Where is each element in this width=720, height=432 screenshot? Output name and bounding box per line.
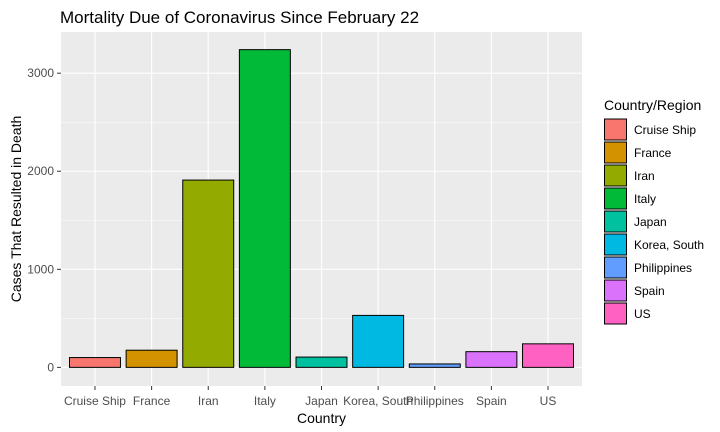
bar-philippines (408, 363, 461, 368)
bar-us (522, 343, 575, 368)
legend-swatch (604, 118, 627, 141)
x-tick-label: Korea, South (343, 394, 413, 408)
x-tick-label: Spain (476, 394, 507, 408)
legend-swatch (604, 187, 627, 210)
legend-swatch (604, 279, 627, 302)
legend-swatch (604, 256, 627, 279)
legend-swatch (604, 302, 627, 325)
bar-korea-south (352, 314, 405, 368)
legend-swatch (604, 210, 627, 233)
x-tick-label: Philippines (406, 394, 464, 408)
legend-label: Italy (634, 192, 656, 206)
legend: Country/Region Cruise Ship France Iran Ital… (604, 97, 704, 325)
legend-label: Japan (634, 215, 667, 229)
y-tick-label: 2000 (27, 164, 54, 178)
chart-title: Mortality Due of Coronavirus Since Febru… (60, 8, 419, 27)
legend-label: Philippines (634, 261, 692, 275)
x-tick-label: Cruise Ship (64, 394, 126, 408)
legend-label: Korea, South (634, 238, 704, 252)
x-tick-label: Italy (254, 394, 276, 408)
legend-label: France (634, 146, 672, 160)
x-axis: Cruise Ship France Iran Italy Japan Korea, So… (64, 386, 556, 408)
y-axis-title: Cases That Resulted in Death (8, 116, 24, 303)
bar-iran (182, 179, 235, 368)
y-tick-label: 0 (47, 360, 54, 374)
y-tick-label: 3000 (27, 66, 54, 80)
x-tick-label: US (540, 394, 557, 408)
x-tick-label: Japan (305, 394, 338, 408)
bar-cruise-ship (68, 357, 121, 368)
x-tick-label: France (133, 394, 171, 408)
legend-title: Country/Region (604, 97, 701, 113)
bar-japan (295, 356, 348, 368)
legend-label: US (634, 307, 651, 321)
x-tick-label: Iran (198, 394, 219, 408)
y-tick-label: 1000 (27, 262, 54, 276)
bar-italy (238, 49, 291, 368)
legend-swatch (604, 141, 627, 164)
y-axis: 0 1000 2000 3000 (27, 66, 61, 374)
bars (68, 49, 575, 368)
legend-label: Cruise Ship (634, 123, 696, 137)
x-axis-title: Country (297, 410, 346, 426)
bar-spain (465, 351, 518, 368)
legend-label: Iran (634, 169, 655, 183)
bar-france (125, 349, 178, 368)
legend-label: Spain (634, 284, 665, 298)
legend-swatch (604, 233, 627, 256)
legend-swatch (604, 164, 627, 187)
